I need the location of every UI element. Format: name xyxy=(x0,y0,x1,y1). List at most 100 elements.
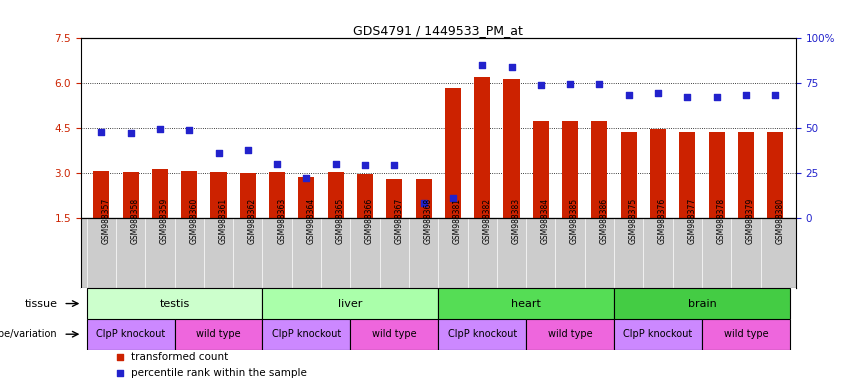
Bar xyxy=(328,172,344,217)
Text: wild type: wild type xyxy=(723,329,768,339)
Text: GSM988358: GSM988358 xyxy=(131,198,140,244)
Bar xyxy=(438,288,614,319)
Text: GSM988375: GSM988375 xyxy=(629,198,637,244)
Bar xyxy=(87,288,262,319)
Point xyxy=(241,147,254,154)
Bar xyxy=(210,172,226,217)
Point xyxy=(681,94,694,100)
Text: ClpP knockout: ClpP knockout xyxy=(96,329,165,339)
Text: GSM988384: GSM988384 xyxy=(540,198,550,244)
Bar xyxy=(262,319,351,349)
Bar xyxy=(650,129,666,217)
Text: GSM988377: GSM988377 xyxy=(688,198,696,244)
Bar xyxy=(620,132,637,217)
Bar xyxy=(269,172,285,217)
Point xyxy=(124,130,138,136)
Point xyxy=(476,61,489,68)
Text: GSM988367: GSM988367 xyxy=(394,198,403,244)
Text: GSM988360: GSM988360 xyxy=(189,198,198,244)
Point xyxy=(300,174,313,180)
Text: GSM988376: GSM988376 xyxy=(658,198,667,244)
Bar xyxy=(533,121,549,217)
Text: transformed count: transformed count xyxy=(131,352,228,362)
Text: GSM988362: GSM988362 xyxy=(248,198,257,244)
Text: GSM988361: GSM988361 xyxy=(219,198,227,244)
Point xyxy=(212,150,226,156)
Text: GSM988357: GSM988357 xyxy=(101,198,111,244)
Point xyxy=(387,162,401,168)
Text: GSM988365: GSM988365 xyxy=(336,198,345,244)
Point xyxy=(446,195,460,201)
Text: GSM988368: GSM988368 xyxy=(424,198,432,244)
Text: GSM988378: GSM988378 xyxy=(717,198,726,244)
Bar xyxy=(679,132,695,217)
Text: wild type: wild type xyxy=(548,329,592,339)
Text: GSM988385: GSM988385 xyxy=(570,198,579,244)
Bar xyxy=(357,174,373,217)
Point xyxy=(592,81,606,87)
Text: GSM988363: GSM988363 xyxy=(277,198,286,244)
Bar xyxy=(123,172,139,217)
Text: ClpP knockout: ClpP knockout xyxy=(624,329,693,339)
Point xyxy=(182,127,196,133)
Text: tissue: tissue xyxy=(25,298,57,309)
Point xyxy=(153,126,167,132)
Bar xyxy=(504,79,520,217)
Bar xyxy=(614,288,790,319)
Bar xyxy=(526,319,614,349)
Bar xyxy=(445,88,461,217)
Bar xyxy=(738,132,754,217)
Bar xyxy=(702,319,790,349)
Text: GSM988366: GSM988366 xyxy=(365,198,374,244)
Text: GSM988380: GSM988380 xyxy=(775,198,784,244)
Point xyxy=(768,91,782,98)
Text: genotype/variation: genotype/variation xyxy=(0,329,57,339)
Bar xyxy=(767,132,783,217)
Text: ClpP knockout: ClpP knockout xyxy=(448,329,517,339)
Bar xyxy=(94,171,110,217)
Point xyxy=(329,161,343,167)
Bar xyxy=(562,121,578,217)
Bar xyxy=(614,319,702,349)
Text: GSM988359: GSM988359 xyxy=(160,198,169,244)
Point xyxy=(113,354,127,360)
Point xyxy=(113,370,127,376)
Point xyxy=(739,91,752,98)
Bar xyxy=(262,288,438,319)
Point xyxy=(710,94,723,100)
Text: GSM988382: GSM988382 xyxy=(483,198,491,244)
Bar xyxy=(181,171,197,217)
Bar xyxy=(474,77,490,217)
Bar xyxy=(709,132,725,217)
Bar xyxy=(351,319,438,349)
Text: heart: heart xyxy=(511,298,541,309)
Text: ClpP knockout: ClpP knockout xyxy=(271,329,341,339)
Bar xyxy=(151,169,168,217)
Point xyxy=(417,200,431,206)
Point xyxy=(534,82,547,88)
Point xyxy=(622,91,636,98)
Bar xyxy=(174,319,262,349)
Point xyxy=(358,162,372,168)
Point xyxy=(651,89,665,96)
Point xyxy=(94,129,108,135)
Text: brain: brain xyxy=(688,298,717,309)
Text: testis: testis xyxy=(159,298,190,309)
Point xyxy=(271,161,284,167)
Text: GSM988383: GSM988383 xyxy=(511,198,521,244)
Text: GSM988379: GSM988379 xyxy=(745,198,755,244)
Bar xyxy=(240,173,256,217)
Text: GSM988364: GSM988364 xyxy=(306,198,316,244)
Point xyxy=(505,64,518,70)
Text: percentile rank within the sample: percentile rank within the sample xyxy=(131,368,306,378)
Point xyxy=(563,81,577,87)
Bar xyxy=(438,319,526,349)
Bar xyxy=(386,179,403,217)
Text: wild type: wild type xyxy=(197,329,241,339)
Bar xyxy=(591,121,608,217)
Text: liver: liver xyxy=(338,298,363,309)
Text: GSM988386: GSM988386 xyxy=(599,198,608,244)
Title: GDS4791 / 1449533_PM_at: GDS4791 / 1449533_PM_at xyxy=(353,24,523,37)
Bar xyxy=(415,179,431,217)
Text: GSM988381: GSM988381 xyxy=(453,198,462,244)
